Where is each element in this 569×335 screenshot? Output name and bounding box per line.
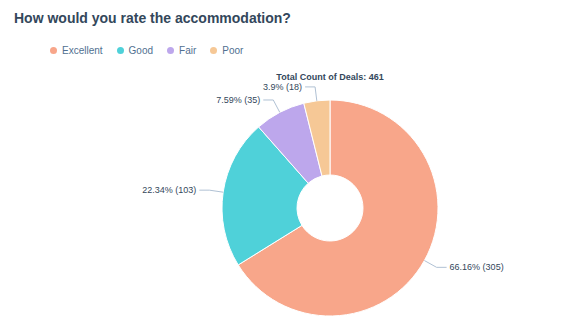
svg-text:3.9% (18): 3.9% (18) xyxy=(263,82,302,92)
html-text:Poor: Poor xyxy=(222,44,244,56)
svg-text:7.59% (35): 7.59% (35) xyxy=(216,95,260,105)
svg-text:66.16% (305): 66.16% (305) xyxy=(450,262,504,272)
html-text:How would you rate the accommo: How would you rate the accommodation? xyxy=(14,10,291,26)
html-text:Good: Good xyxy=(128,44,153,56)
svg-text:22.34% (103): 22.34% (103) xyxy=(142,185,196,195)
svg-text:Total Count of Deals: 461: Total Count of Deals: 461 xyxy=(276,72,383,82)
html-text:Excellent: Excellent xyxy=(62,44,103,56)
html-text:Fair: Fair xyxy=(179,44,197,56)
